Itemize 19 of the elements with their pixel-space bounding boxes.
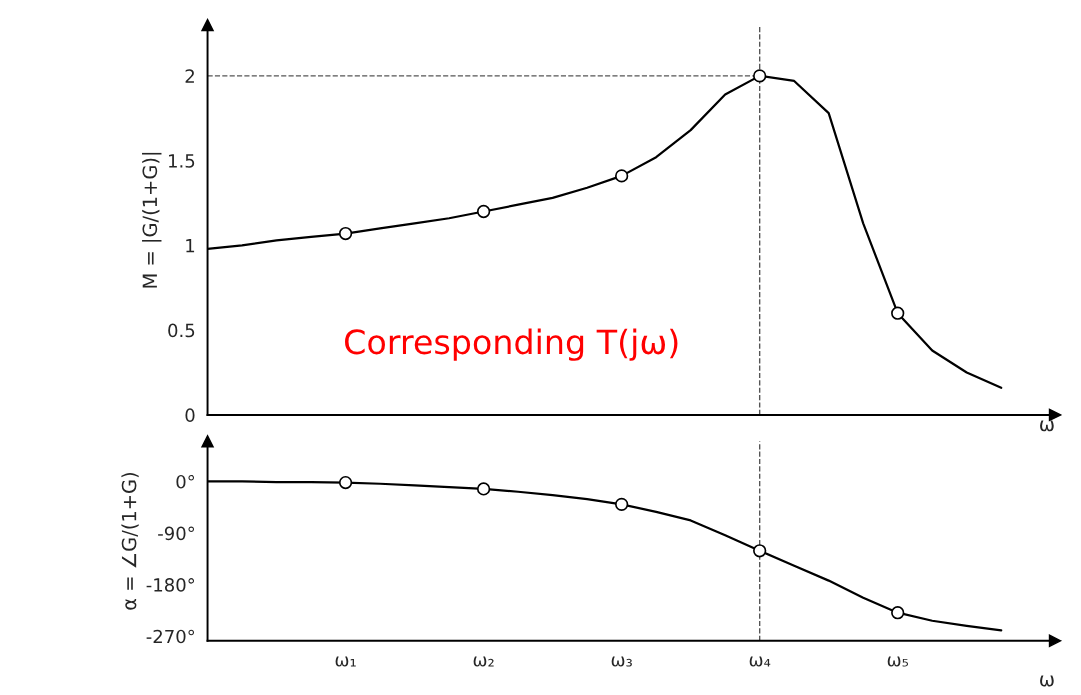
y-tick-label: -180° xyxy=(146,578,195,592)
y-tick-label: 1.5 xyxy=(169,154,195,168)
y-tick-label: 0° xyxy=(176,474,195,489)
y-tick-label: 0.5 xyxy=(168,323,195,338)
x-tick-label: ω₁ xyxy=(335,656,356,667)
y-axis-title: α = ∠G/(1+G) xyxy=(121,473,139,610)
x-tick-label: ω₄ xyxy=(749,656,771,667)
x-axis-title: ω xyxy=(1040,420,1054,432)
x-tick-label: ω₃ xyxy=(611,656,632,667)
y-tick-label: 2 xyxy=(185,69,194,83)
y-tick-label: -90° xyxy=(158,526,195,541)
y-tick-label: 1 xyxy=(186,239,195,253)
annotation: Corresponding T(jω) xyxy=(345,328,678,361)
x-tick-label: ω₅ xyxy=(887,656,909,667)
x-axis-title: ω xyxy=(1040,675,1054,687)
y-tick-label: -270° xyxy=(146,629,195,644)
x-tick-label: ω₂ xyxy=(473,656,494,667)
y-tick-label: 0 xyxy=(185,408,195,423)
y-axis-title: M = |G/(1+G)| xyxy=(142,152,162,288)
